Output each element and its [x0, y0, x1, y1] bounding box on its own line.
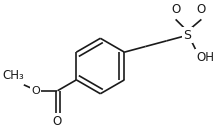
Text: O: O: [53, 115, 62, 128]
Text: S: S: [184, 29, 192, 42]
Text: O: O: [171, 3, 180, 16]
Text: OH: OH: [196, 51, 214, 64]
Text: O: O: [31, 86, 40, 96]
Text: O: O: [197, 3, 206, 16]
Text: CH₃: CH₃: [2, 69, 24, 82]
